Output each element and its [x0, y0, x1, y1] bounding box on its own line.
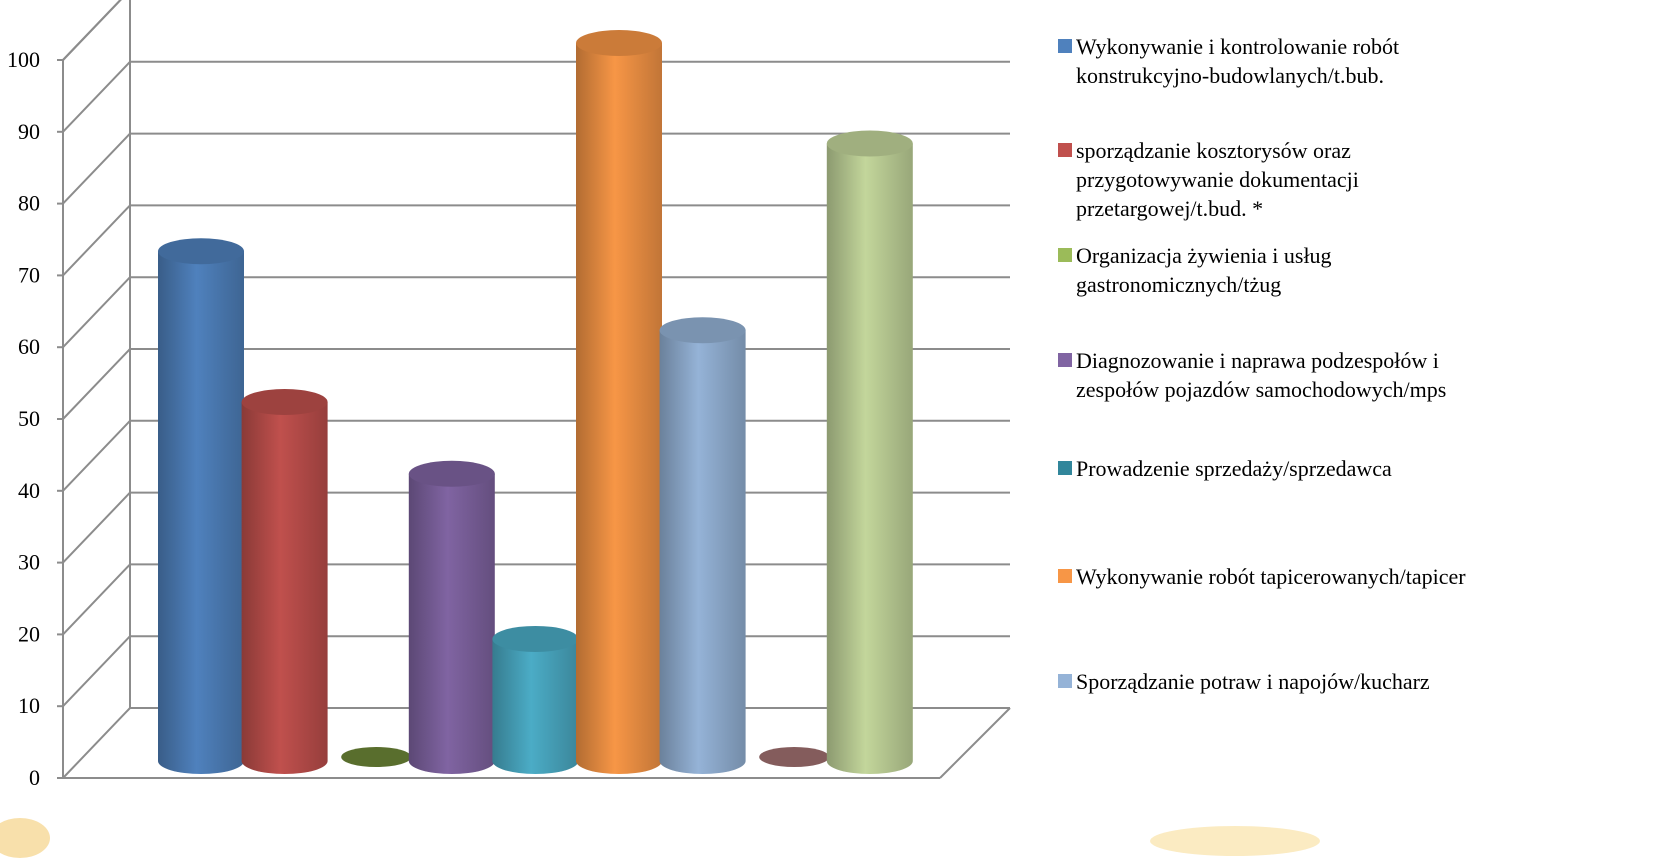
y-tick-label: 30: [18, 550, 40, 575]
y-tick-label: 50: [18, 406, 40, 431]
legend-swatch: [1058, 143, 1072, 157]
bar-top: [408, 460, 495, 487]
y-tick-label: 20: [18, 621, 40, 646]
legend-swatch: [1058, 569, 1072, 583]
y-tick-label: 60: [18, 334, 40, 359]
bar-flat-base: [341, 747, 412, 767]
bar-top: [158, 238, 244, 265]
gridline-side: [62, 491, 131, 564]
cylinder-bar-chart: 0 10 20 30 40 50 60 70 80 90 100: [7, 0, 1011, 790]
bar-body: [241, 402, 328, 774]
y-tick-label: 0: [29, 765, 40, 790]
gridline-side: [62, 276, 131, 348]
y-tick-label: 80: [18, 191, 40, 216]
y-tick-label: 70: [18, 262, 40, 287]
legend-label: Sporządzanie potraw i napojów/kucharz: [1076, 669, 1430, 694]
bar-flat-base: [759, 747, 830, 767]
legend-swatch: [1058, 39, 1072, 53]
legend-label: Diagnozowanie i naprawa podzespołów i ze…: [1076, 348, 1447, 402]
gridline-side: [62, 0, 122, 61]
bar-top: [241, 389, 328, 415]
bar-top: [576, 30, 662, 56]
floor-right-edge: [939, 707, 1011, 779]
gridline-side: [62, 61, 131, 133]
y-tick-label: 90: [18, 119, 40, 144]
bar-top: [492, 625, 579, 652]
gridline-side: [62, 132, 131, 205]
legend: Wykonywanie i kontrolowanie robót konstr…: [1058, 0, 1663, 839]
gridline-side: [62, 563, 131, 636]
y-axis-ticks: 0 10 20 30 40 50 60 70 80 90 100: [7, 47, 63, 790]
gridline-side: [62, 348, 131, 420]
y-tick-label: 40: [18, 478, 40, 503]
bar-top: [659, 317, 746, 344]
legend-label: Organizacja żywienia i usług gastronomic…: [1076, 243, 1332, 297]
legend-label: Prowadzenie sprzedaży/sprzedawca: [1076, 456, 1392, 481]
bars: [158, 30, 913, 774]
legend-swatch: [1058, 248, 1072, 262]
bar-body: [492, 638, 579, 774]
bar-body: [158, 251, 244, 774]
y-tick-label: 10: [18, 693, 40, 718]
side-wall-top-edge: [62, 0, 122, 61]
bar-body: [408, 473, 495, 774]
bar-body: [826, 143, 913, 774]
bar-body: [659, 330, 746, 774]
bar-body: [576, 43, 662, 774]
gridline-side: [62, 420, 131, 492]
gridline-side: [62, 707, 131, 779]
legend-label: Wykonywanie robót tapicerowanych/tapicer: [1076, 564, 1466, 589]
gridline-side: [62, 204, 131, 277]
bar-top: [826, 130, 913, 157]
y-tick-label: 100: [7, 47, 40, 72]
legend-swatch: [1058, 461, 1072, 475]
legend-swatch: [1058, 353, 1072, 367]
legend-label: sporządzanie kosztorysów oraz przygotowy…: [1076, 138, 1359, 221]
legend-swatch: [1058, 674, 1072, 688]
gridline-side: [62, 635, 131, 707]
legend-label: Wykonywanie i kontrolowanie robót konstr…: [1076, 34, 1400, 88]
